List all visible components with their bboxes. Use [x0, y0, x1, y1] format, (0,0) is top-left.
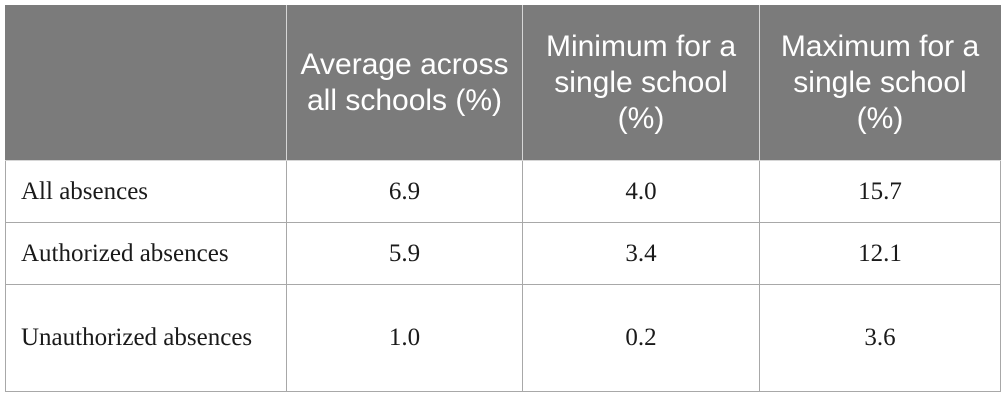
- maximum-cell: 3.6: [759, 284, 1001, 392]
- maximum-cell: 15.7: [759, 160, 1001, 223]
- maximum-cell: 12.1: [759, 222, 1001, 285]
- header-minimum: Minimum for a single school (%): [522, 5, 760, 161]
- minimum-cell: 4.0: [522, 160, 760, 223]
- average-cell: 5.9: [286, 222, 523, 285]
- absence-statistics-table: Average across all schools (%) Minimum f…: [5, 5, 1001, 392]
- header-average: Average across all schools (%): [286, 5, 523, 161]
- header-row: Average across all schools (%) Minimum f…: [5, 5, 1001, 161]
- minimum-cell: 3.4: [522, 222, 760, 285]
- table-row: All absences 6.9 4.0 15.7: [5, 160, 1001, 223]
- average-cell: 6.9: [286, 160, 523, 223]
- table-body: All absences 6.9 4.0 15.7 Authorized abs…: [5, 160, 1001, 392]
- row-label: Unauthorized absences: [5, 284, 287, 392]
- table-header: Average across all schools (%) Minimum f…: [5, 5, 1001, 161]
- table-row: Unauthorized absences 1.0 0.2 3.6: [5, 284, 1001, 392]
- table-row: Authorized absences 5.9 3.4 12.1: [5, 222, 1001, 285]
- row-label: Authorized absences: [5, 222, 287, 285]
- header-empty-cell: [5, 5, 287, 161]
- row-label: All absences: [5, 160, 287, 223]
- average-cell: 1.0: [286, 284, 523, 392]
- minimum-cell: 0.2: [522, 284, 760, 392]
- header-maximum: Maximum for a single school (%): [759, 5, 1001, 161]
